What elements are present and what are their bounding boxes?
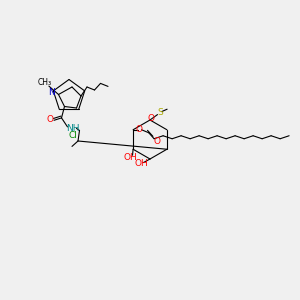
Text: O: O <box>136 125 142 134</box>
Text: S: S <box>157 108 163 117</box>
Text: NH: NH <box>66 124 80 133</box>
Text: CH₃: CH₃ <box>38 78 52 87</box>
Text: O: O <box>154 137 160 146</box>
Text: O: O <box>46 115 54 124</box>
Text: N: N <box>48 88 54 98</box>
Text: O: O <box>148 114 155 123</box>
Text: OH: OH <box>134 159 148 168</box>
Text: Cl: Cl <box>68 131 77 140</box>
Text: OH: OH <box>124 153 138 162</box>
